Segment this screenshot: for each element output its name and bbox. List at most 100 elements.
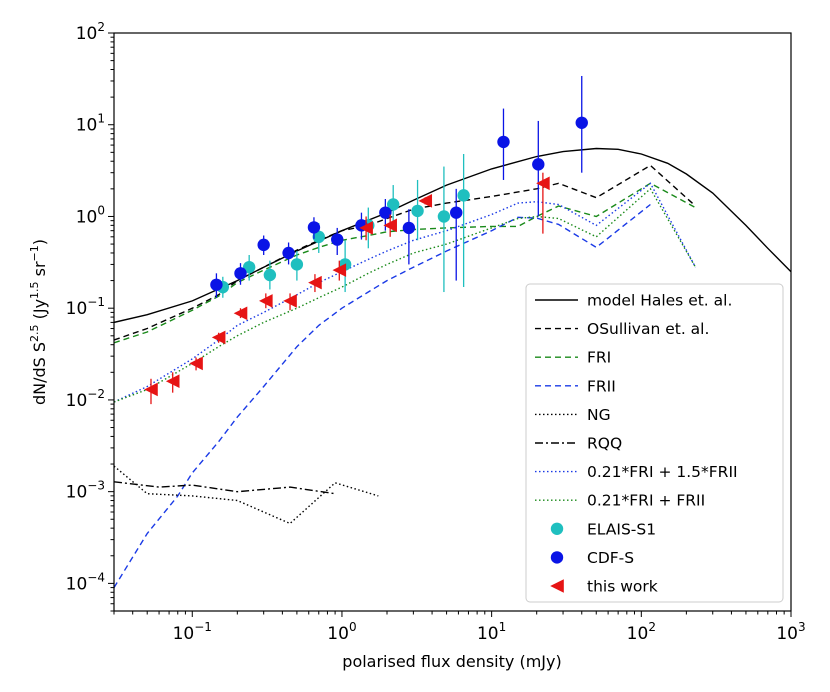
x-tick-label-exp: −1 <box>194 620 212 634</box>
y-tick-label-exp: 1 <box>97 112 105 126</box>
x-tick-label-exp: 1 <box>499 620 507 634</box>
data-point <box>402 221 416 235</box>
data-point <box>379 206 392 219</box>
series-line <box>114 203 651 588</box>
legend: model Hales et. al. OSullivan et. al. FRI F… <box>525 283 784 603</box>
data-point <box>144 382 158 397</box>
y-tick-label: 10−4 <box>66 570 105 594</box>
legend-label: CDF-S <box>587 549 634 567</box>
y-tick-label-exp: −4 <box>87 570 105 584</box>
data-point <box>411 204 424 218</box>
data-point <box>307 221 321 234</box>
y-tick-label: 10−2 <box>66 387 105 411</box>
data-point <box>257 238 270 252</box>
data-point <box>418 194 433 208</box>
x-tick-label: 102 <box>627 620 656 644</box>
x-tick-label-base: 10 <box>776 624 798 644</box>
y-tick-label: 10−3 <box>66 479 105 503</box>
data-point <box>290 258 304 271</box>
legend-label: NG <box>587 406 611 424</box>
x-tick-label-base: 10 <box>627 624 649 644</box>
x-tick-label: 103 <box>776 620 805 644</box>
plot-area <box>114 75 791 588</box>
legend-entry: FRII <box>535 377 616 395</box>
x-tick-label: 101 <box>477 620 506 644</box>
ylabel-unit-mid: sr <box>30 261 49 281</box>
legend-label: 0.21*FRI + FRII <box>587 492 705 510</box>
y-tick-label: 10−1 <box>66 295 105 319</box>
legend-entry: OSullivan et. al. <box>535 320 709 338</box>
legend-entry: 0.21*FRI + 1.5*FRII <box>535 463 738 481</box>
data-point <box>331 233 344 246</box>
y-tick-label-exp: 0 <box>97 203 105 217</box>
legend-entry: model Hales et. al. <box>535 292 732 310</box>
data-point <box>359 221 373 235</box>
data-point <box>497 135 510 149</box>
legend-label: RQQ <box>587 435 622 453</box>
x-tick-label-exp: 0 <box>349 620 357 634</box>
ylabel-unit-exp1: 1.5 <box>28 281 41 299</box>
legend-entry: RQQ <box>535 435 622 453</box>
y-axis-label: dN/dS S2.5 (Jy1.5 sr−1) <box>28 239 49 405</box>
data-point <box>312 230 325 244</box>
ylabel-unit-exp2: −1 <box>28 245 41 261</box>
data-point <box>263 268 277 282</box>
legend-label: model Hales et. al. <box>587 292 732 310</box>
x-tick-label: 10−1 <box>173 620 212 644</box>
y-tick-label-base: 10 <box>66 299 88 319</box>
y-tick-label-base: 10 <box>76 116 98 136</box>
data-point <box>210 278 223 291</box>
ylabel-main: dN/dS S <box>30 342 49 405</box>
axes: 10−1 100 101 102 10310−410−310−210−110010110… <box>66 20 806 644</box>
series-line <box>114 481 336 495</box>
legend-label: OSullivan et. al. <box>587 320 709 338</box>
legend-entry: CDF-S <box>550 549 634 567</box>
ylabel-unit-close: ) <box>30 239 49 245</box>
data-point <box>437 210 451 223</box>
data-point <box>308 275 322 290</box>
x-tick-label-exp: 2 <box>648 620 656 634</box>
data-point <box>211 330 226 345</box>
ylabel-exp: 2.5 <box>28 324 41 342</box>
legend-entry: NG <box>535 406 611 424</box>
y-tick-label: 102 <box>76 20 105 44</box>
y-tick-label-exp: −2 <box>87 387 105 401</box>
y-tick-label-base: 10 <box>66 483 88 503</box>
data-point <box>457 189 470 202</box>
legend-label: ELAIS-S1 <box>587 520 656 538</box>
legend-box <box>525 283 784 603</box>
legend-label: FRII <box>587 377 616 395</box>
legend-label: 0.21*FRI + 1.5*FRII <box>587 463 738 481</box>
y-tick-label-exp: −3 <box>87 479 105 493</box>
data-point <box>575 116 588 129</box>
data-point <box>189 356 203 371</box>
y-tick-label-base: 10 <box>76 207 98 227</box>
y-tick-label-base: 10 <box>76 24 98 44</box>
legend-entry: FRI <box>535 349 611 367</box>
data-point <box>233 306 248 321</box>
data-point <box>259 294 273 308</box>
y-tick-label-exp: −1 <box>87 295 105 309</box>
y-tick-label-base: 10 <box>66 574 88 594</box>
data-point <box>165 374 180 388</box>
data-point <box>283 294 297 308</box>
svg-text:dN/dS S2.5 (Jy1.5 sr−1): dN/dS S2.5 (Jy1.5 sr−1) <box>28 239 49 405</box>
y-tick-label-exp: 2 <box>97 20 105 34</box>
x-tick-label: 100 <box>327 620 356 644</box>
data-point <box>383 218 397 233</box>
legend-label: this work <box>587 578 658 596</box>
data-point <box>532 158 545 171</box>
x-tick-label-exp: 3 <box>798 620 806 634</box>
data-point <box>450 206 463 219</box>
y-tick-label-base: 10 <box>66 391 88 411</box>
x-axis-label: polarised flux density (mJy) <box>342 652 561 671</box>
data-point <box>332 263 347 277</box>
legend-entry: ELAIS-S1 <box>550 520 656 538</box>
data-point <box>387 198 400 211</box>
legend-entry: this work <box>550 578 658 596</box>
data-point <box>282 246 295 260</box>
data-point <box>536 176 550 191</box>
data-point <box>242 260 256 274</box>
legend-entry: 0.21*FRI + FRII <box>535 492 705 510</box>
